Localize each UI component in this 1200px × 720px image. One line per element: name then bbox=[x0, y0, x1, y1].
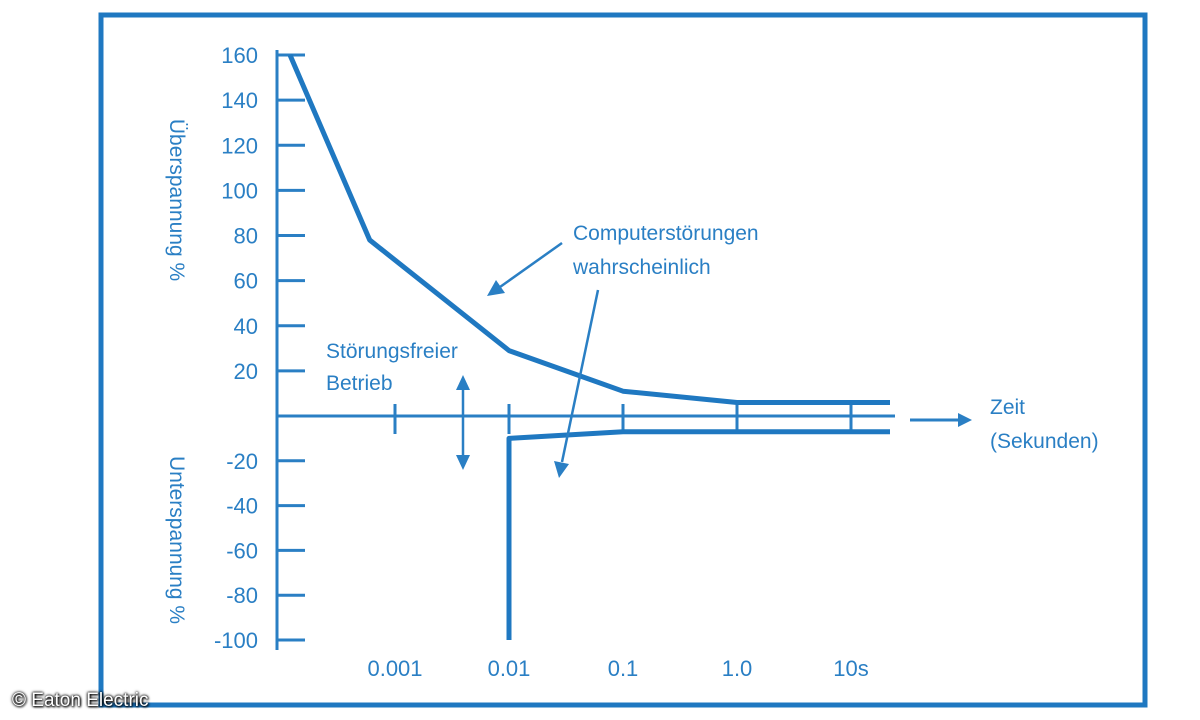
annotation-arrowhead-upper bbox=[487, 280, 505, 296]
x-tick-label: 0.1 bbox=[608, 656, 639, 681]
y-tick-label: 60 bbox=[234, 269, 258, 294]
annotation-arrowhead-lower bbox=[554, 461, 569, 478]
x-tick-label: 0.01 bbox=[488, 656, 531, 681]
y-tick-label: -40 bbox=[226, 494, 258, 519]
y-tick-label: 40 bbox=[234, 314, 258, 339]
annotation-safe-line2: Betrieb bbox=[326, 372, 393, 395]
annotation-arrow-upper bbox=[499, 241, 563, 289]
y-tick-label: -80 bbox=[226, 583, 258, 608]
x-tick-label: 10s bbox=[833, 656, 868, 681]
series-overvoltage-curve bbox=[287, 54, 890, 405]
y-axis-title-upper: Überspannung % bbox=[165, 119, 188, 281]
x-tick-label: 1.0 bbox=[722, 656, 753, 681]
series-undervoltage-curve bbox=[506, 429, 890, 640]
y-tick-label: 140 bbox=[221, 88, 258, 113]
annotation-safe-line1: Störungsfreier bbox=[326, 340, 458, 363]
chart-frame bbox=[98, 12, 1148, 708]
x-tick-label: 0.001 bbox=[367, 656, 422, 681]
y-axis-title-lower: Unterspannung % bbox=[165, 456, 188, 624]
y-tick-label: 20 bbox=[234, 359, 258, 384]
annotation-computer-line1: Computerstörungen bbox=[573, 222, 759, 245]
x-axis-arrowhead bbox=[958, 413, 972, 427]
annotation-double-arrow-down bbox=[456, 455, 470, 470]
y-tick-label: 160 bbox=[221, 43, 258, 68]
y-tick-label: -100 bbox=[214, 628, 258, 653]
annotation-computer-line2: wahrscheinlich bbox=[572, 256, 711, 279]
y-tick-label: 120 bbox=[221, 133, 258, 158]
credit-watermark: © Eaton Electric bbox=[12, 690, 149, 711]
y-tick-label: -20 bbox=[226, 449, 258, 474]
x-axis-title-line1: Zeit bbox=[990, 396, 1025, 419]
y-tick-label: 100 bbox=[221, 178, 258, 203]
annotation-double-arrow-up bbox=[456, 375, 470, 390]
y-tick-label: 80 bbox=[234, 224, 258, 249]
annotation-arrow-lower bbox=[560, 289, 600, 463]
y-tick-label: -60 bbox=[226, 538, 258, 563]
x-axis-title-line2: (Sekunden) bbox=[990, 430, 1099, 453]
